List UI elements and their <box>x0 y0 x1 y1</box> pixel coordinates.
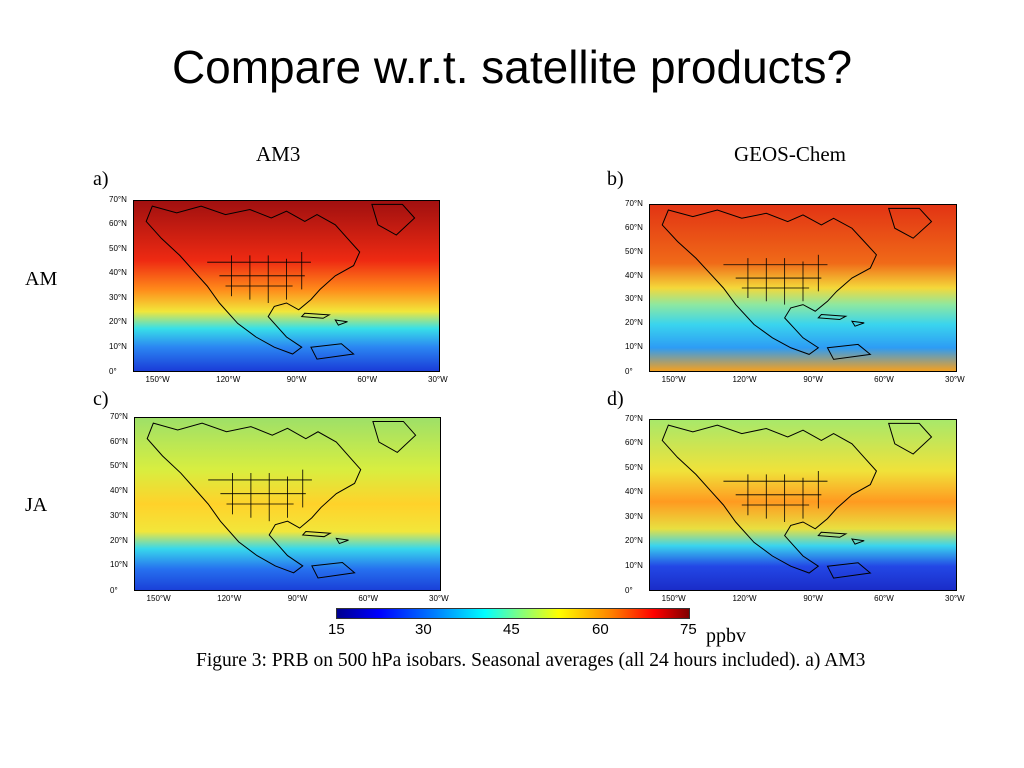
colorbar <box>336 608 690 619</box>
panel-letter-a: a) <box>93 168 109 190</box>
lon-tick-label: 60°W <box>358 594 379 603</box>
slide-title: Compare w.r.t. satellite products? <box>171 41 853 93</box>
lat-tick-label: 10°N <box>109 341 127 351</box>
lat-tick-label: 0° <box>625 586 633 595</box>
lon-tick-label: 120°W <box>216 375 241 384</box>
colorbar-tick-30: 30 <box>415 621 432 638</box>
lat-tick-label: 20°N <box>110 535 128 545</box>
lat-tick-label: 20°N <box>625 318 643 328</box>
lat-tick-label: 40°N <box>110 486 128 496</box>
ozone-map <box>133 200 440 372</box>
island-outline <box>827 563 870 578</box>
colorbar-tick-15: 15 <box>328 621 345 638</box>
ozone-map <box>134 417 441 591</box>
panel-letter-c: c) <box>93 388 109 410</box>
lat-tick-label: 60°N <box>110 436 128 446</box>
lat-tick-label: 40°N <box>625 487 643 497</box>
lat-tick-label: 10°N <box>625 342 643 352</box>
lat-tick-label: 50°N <box>110 461 128 471</box>
island-outline <box>303 532 330 537</box>
greenland-outline <box>889 208 932 238</box>
lon-tick-label: 60°W <box>357 375 378 384</box>
lon-tick-label: 90°W <box>287 594 308 603</box>
lon-tick-label: 120°W <box>732 594 757 603</box>
colorbar-tick-45: 45 <box>503 621 520 638</box>
ozone-map <box>649 419 957 591</box>
lat-tick-label: 20°N <box>625 536 643 546</box>
lat-tick-label: 30°N <box>625 294 643 304</box>
lon-tick-label: 150°W <box>146 594 171 603</box>
lat-tick-label: 0° <box>110 586 118 595</box>
lon-tick-label: 30°W <box>945 375 965 384</box>
lat-tick-label: 30°N <box>109 292 127 302</box>
lat-tick-label: 10°N <box>625 560 643 570</box>
lat-tick-label: 70°N <box>625 414 643 423</box>
island-outline <box>312 562 355 577</box>
lat-tick-label: 70°N <box>625 199 643 208</box>
lat-tick-label: 50°N <box>109 243 127 253</box>
lat-tick-label: 40°N <box>625 270 643 280</box>
lon-tick-label: 150°W <box>661 594 686 603</box>
panel-letter-b: b) <box>607 168 624 190</box>
lat-tick-label: 70°N <box>109 195 127 204</box>
lon-tick-label: 90°W <box>803 375 823 384</box>
lat-tick-label: 60°N <box>109 219 127 229</box>
island-outline <box>335 320 347 325</box>
lon-tick-label: 60°W <box>874 375 894 384</box>
row-label-ja: JA <box>25 494 48 516</box>
coastline <box>662 210 876 354</box>
coastline <box>662 425 876 573</box>
island-outline <box>827 344 870 359</box>
greenland-outline <box>889 423 932 454</box>
lat-tick-label: 10°N <box>110 560 128 570</box>
row-label-am: AM <box>25 268 58 290</box>
lon-tick-label: 90°W <box>803 594 823 603</box>
lat-tick-label: 30°N <box>625 511 643 521</box>
island-outline <box>818 315 846 320</box>
ozone-map <box>649 204 957 372</box>
island-outline <box>852 321 864 326</box>
island-outline <box>311 344 354 359</box>
greenland-outline <box>372 204 415 235</box>
greenland-outline <box>373 421 416 452</box>
lon-tick-label: 120°W <box>732 375 757 384</box>
lon-tick-label: 90°W <box>286 375 307 384</box>
lon-tick-label: 30°W <box>429 594 449 603</box>
column-header-am3: AM3 <box>256 142 301 166</box>
lat-tick-label: 50°N <box>625 462 643 472</box>
lon-tick-label: 60°W <box>874 594 894 603</box>
colorbar-unit: ppbv <box>706 625 746 647</box>
island-outline <box>818 532 846 537</box>
lat-tick-label: 0° <box>625 367 633 376</box>
island-outline <box>336 538 348 543</box>
column-header-geos-chem: GEOS-Chem <box>734 142 846 166</box>
figure-caption: Figure 3: PRB on 500 hPa isobars. Season… <box>196 650 866 671</box>
island-outline <box>852 539 864 544</box>
colorbar-tick-60: 60 <box>592 621 609 638</box>
coastline <box>147 423 361 573</box>
lon-tick-label: 150°W <box>661 375 686 384</box>
lat-tick-label: 0° <box>109 367 117 376</box>
lon-tick-label: 120°W <box>217 594 242 603</box>
lat-tick-label: 50°N <box>625 246 643 256</box>
lat-tick-label: 70°N <box>110 412 128 421</box>
lon-tick-label: 30°W <box>945 594 965 603</box>
coastline <box>146 206 360 354</box>
lon-tick-label: 30°W <box>428 375 448 384</box>
lat-tick-label: 20°N <box>109 317 127 327</box>
lat-tick-label: 60°N <box>625 438 643 448</box>
lat-tick-label: 40°N <box>109 268 127 278</box>
colorbar-tick-75: 75 <box>680 621 697 638</box>
lat-tick-label: 60°N <box>625 222 643 232</box>
lon-tick-label: 150°W <box>145 375 170 384</box>
island-outline <box>302 313 329 318</box>
lat-tick-label: 30°N <box>110 510 128 520</box>
panel-letter-d: d) <box>607 388 624 410</box>
